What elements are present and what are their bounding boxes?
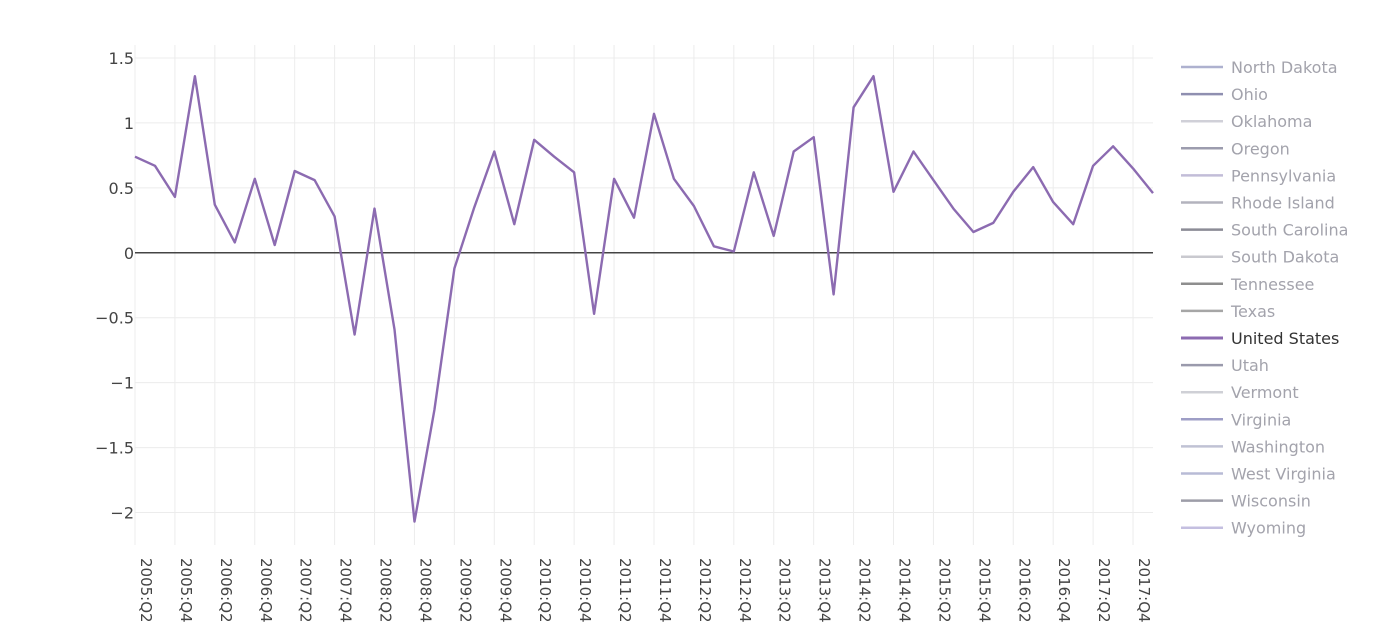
legend-label: Vermont (1231, 383, 1299, 402)
legend[interactable]: North Dakota Ohio Oklahoma Oregon Pennsylvan… (1181, 58, 1348, 538)
x-tick-label: 2005:Q4 (177, 558, 195, 623)
legend-label: South Carolina (1231, 221, 1348, 240)
x-tick-label: 2008:Q4 (416, 558, 434, 623)
y-tick-label: 1 (124, 114, 134, 133)
grid (134, 45, 1153, 545)
x-tick-label: 2009:Q4 (496, 558, 514, 623)
legend-label: Utah (1231, 356, 1269, 375)
legend-label: South Dakota (1231, 248, 1339, 267)
legend-label: Rhode Island (1231, 194, 1335, 213)
legend-label: North Dakota (1231, 58, 1338, 77)
x-tick-label: 2017:Q2 (1095, 558, 1113, 623)
legend-item-oklahoma[interactable]: Oklahoma (1181, 112, 1312, 131)
y-tick-label: 0.5 (109, 179, 134, 198)
x-tick-label: 2011:Q4 (656, 558, 674, 623)
legend-label: Wisconsin (1231, 492, 1311, 511)
legend-label: Ohio (1231, 85, 1268, 104)
x-tick-label: 2007:Q4 (337, 558, 355, 623)
x-tick-label: 2010:Q4 (576, 558, 594, 623)
x-tick-label: 2016:Q4 (1055, 558, 1073, 623)
legend-item-tennessee[interactable]: Tennessee (1181, 275, 1314, 294)
legend-item-utah[interactable]: Utah (1181, 356, 1269, 375)
x-tick-label: 2015:Q2 (935, 558, 953, 623)
x-tick-label: 2012:Q2 (696, 558, 714, 623)
x-tick-label: 2015:Q4 (975, 558, 993, 623)
legend-label: Tennessee (1230, 275, 1314, 294)
legend-item-wyoming[interactable]: Wyoming (1181, 519, 1306, 538)
legend-item-oregon[interactable]: Oregon (1181, 139, 1290, 158)
legend-label: Washington (1231, 437, 1325, 456)
legend-item-rhode-island[interactable]: Rhode Island (1181, 194, 1335, 213)
y-tick-label: −2 (110, 504, 134, 523)
x-tick-label: 2007:Q2 (297, 558, 315, 623)
x-tick-label: 2014:Q2 (856, 558, 874, 623)
legend-label: Wyoming (1231, 519, 1306, 538)
y-tick-label: −1 (110, 374, 134, 393)
x-axis-ticks: 2005:Q2 2005:Q4 2006:Q2 2006:Q4 2007:Q2 2007:… (137, 558, 1153, 623)
legend-item-south-carolina[interactable]: South Carolina (1181, 221, 1348, 240)
y-tick-label: −0.5 (95, 309, 134, 328)
x-tick-label: 2006:Q2 (217, 558, 235, 623)
x-tick-label: 2013:Q4 (816, 558, 834, 623)
x-tick-label: 2013:Q2 (776, 558, 794, 623)
legend-label: United States (1231, 329, 1339, 348)
legend-item-south-dakota[interactable]: South Dakota (1181, 248, 1339, 267)
x-tick-label: 2016:Q2 (1015, 558, 1033, 623)
y-axis-ticks: 1.5 1 0.5 0 −0.5 −1 −1.5 −2 (95, 49, 134, 523)
x-tick-label: 2017:Q4 (1135, 558, 1153, 623)
legend-label: Oklahoma (1231, 112, 1312, 131)
y-tick-label: −1.5 (95, 439, 134, 458)
legend-label: Virginia (1231, 410, 1291, 429)
legend-item-texas[interactable]: Texas (1181, 302, 1275, 321)
legend-label: Pennsylvania (1231, 166, 1336, 185)
x-tick-label: 2014:Q4 (896, 558, 914, 623)
x-tick-label: 2009:Q2 (456, 558, 474, 623)
legend-label: Oregon (1231, 139, 1290, 158)
legend-item-pennsylvania[interactable]: Pennsylvania (1181, 166, 1336, 185)
series-layer (134, 74, 1154, 523)
legend-item-united-states[interactable]: United States (1181, 329, 1339, 348)
legend-item-vermont[interactable]: Vermont (1181, 383, 1299, 402)
y-tick-label: 0 (124, 244, 134, 263)
x-tick-label: 2005:Q2 (137, 558, 155, 623)
x-tick-label: 2011:Q2 (616, 558, 634, 623)
x-tick-label: 2010:Q2 (536, 558, 554, 623)
x-tick-label: 2012:Q4 (736, 558, 754, 623)
x-tick-label: 2008:Q2 (377, 558, 395, 623)
legend-label: West Virginia (1231, 465, 1336, 484)
legend-item-washington[interactable]: Washington (1181, 437, 1325, 456)
legend-item-west-virginia[interactable]: West Virginia (1181, 465, 1336, 484)
legend-label: Texas (1230, 302, 1275, 321)
y-tick-label: 1.5 (109, 49, 134, 68)
legend-item-north-dakota[interactable]: North Dakota (1181, 58, 1338, 77)
legend-item-virginia[interactable]: Virginia (1181, 410, 1291, 429)
legend-item-ohio[interactable]: Ohio (1181, 85, 1268, 104)
series-line-united-states[interactable] (134, 74, 1154, 523)
x-tick-label: 2006:Q4 (257, 558, 275, 623)
legend-item-wisconsin[interactable]: Wisconsin (1181, 492, 1311, 511)
